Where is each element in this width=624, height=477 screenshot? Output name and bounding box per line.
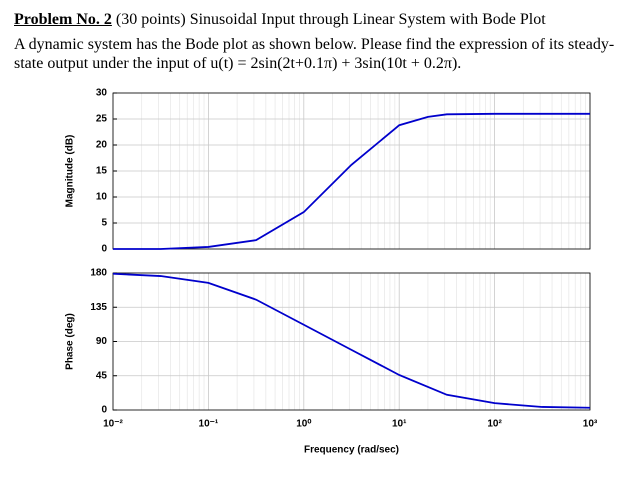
x-tick-label: 10³ bbox=[583, 419, 598, 430]
x-axis-label: Frequency (rad/sec) bbox=[304, 445, 399, 456]
y-axis-label: Phase (deg) bbox=[65, 313, 76, 370]
x-tick-label: 10⁻¹ bbox=[199, 419, 219, 430]
data-line bbox=[113, 112, 590, 250]
heading: Problem No. 2 (30 points) Sinusoidal Inp… bbox=[14, 10, 620, 29]
plot-frame bbox=[112, 92, 591, 250]
x-tick-label: 10² bbox=[487, 419, 502, 430]
y-tick-label: 20 bbox=[96, 140, 108, 151]
y-tick-label: 15 bbox=[96, 166, 108, 177]
problem-subtitle: (30 points) Sinusoidal Input through Lin… bbox=[115, 11, 546, 28]
problem-line: A dynamic system has the Bode plot as sh… bbox=[14, 36, 615, 53]
y-tick-label: 135 bbox=[90, 302, 107, 313]
plot-frame bbox=[112, 272, 591, 411]
problem-title: Problem No. 2 bbox=[14, 11, 112, 28]
y-tick-label: 5 bbox=[101, 218, 107, 229]
x-tick-label: 10⁰ bbox=[296, 419, 311, 430]
y-tick-label: 30 bbox=[96, 88, 108, 99]
y-tick-label: 45 bbox=[96, 370, 108, 381]
y-tick-label: 0 bbox=[101, 405, 107, 416]
y-tick-label: 180 bbox=[90, 268, 107, 279]
problem-text: Problem No. 2 (30 points) Sinusoidal Inp… bbox=[14, 10, 620, 73]
problem-line: state output under the input of u(t) = 2… bbox=[14, 55, 462, 72]
y-tick-label: 25 bbox=[96, 114, 108, 125]
y-tick-label: 10 bbox=[96, 192, 108, 203]
y-axis-label: Magnitude (dB) bbox=[65, 135, 76, 208]
x-tick-label: 10¹ bbox=[392, 419, 407, 430]
data-line bbox=[112, 272, 591, 409]
y-tick-label: 90 bbox=[96, 336, 108, 347]
x-tick-label: 10⁻² bbox=[103, 419, 123, 430]
y-tick-label: 0 bbox=[101, 244, 107, 255]
